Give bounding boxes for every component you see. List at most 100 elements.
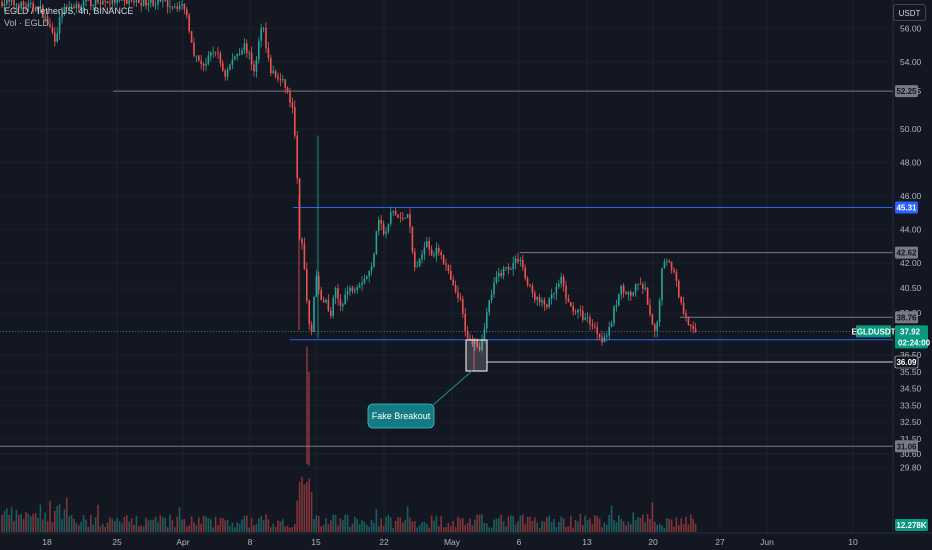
candle-body: [128, 0, 130, 4]
price-label-bg: [894, 355, 919, 369]
time-axis[interactable]: 18 25 Apr 8 15 22 May 6 13 20 27 Jun 10: [42, 537, 858, 547]
volume-bar: [531, 520, 534, 532]
volume-bar: [85, 519, 87, 532]
candle-body: [303, 243, 306, 269]
candle-body: [426, 241, 428, 248]
volume-bar: [356, 519, 358, 532]
candle-body: [106, 1, 109, 4]
candle-body: [447, 265, 450, 272]
volume-bar: [442, 527, 445, 532]
volume-bar: [351, 523, 354, 532]
candle-body: [183, 3, 186, 10]
candle-body: [334, 288, 337, 298]
candle-body: [70, 6, 73, 8]
candle-body: [49, 24, 51, 28]
volume-bar: [651, 502, 654, 532]
volume-bar: [630, 524, 632, 532]
candle-body: [152, 0, 154, 6]
volume-bar: [423, 521, 426, 532]
candle-body: [598, 334, 601, 338]
candle-body: [224, 70, 226, 77]
volume-bar: [32, 514, 34, 532]
volume-bar: [3, 510, 6, 532]
volume-title[interactable]: Vol · EGLD: [4, 18, 50, 28]
volume-bar: [637, 517, 639, 532]
candle-body: [22, 1, 25, 6]
price-label-bg: [895, 85, 918, 98]
candle-body: [10, 0, 13, 2]
price-label-text: 52.25: [896, 87, 917, 96]
time-tick-label: 20: [648, 537, 658, 547]
candle-body: [344, 294, 346, 305]
volume-bar: [308, 478, 310, 532]
volume-bar: [234, 527, 236, 532]
volume-bar: [694, 523, 697, 532]
volume-bar: [546, 517, 548, 532]
candle-body: [306, 268, 308, 301]
candle-body: [286, 87, 289, 92]
candle-body: [327, 299, 330, 311]
candle-body: [493, 282, 495, 295]
candle-body: [464, 313, 466, 332]
volume-bar: [440, 516, 442, 532]
candle-body: [337, 288, 339, 300]
time-tick-label: Apr: [176, 537, 189, 547]
candle-body: [87, 0, 90, 1]
candle-body: [284, 79, 286, 88]
candle-body: [512, 263, 514, 270]
candle-body: [692, 325, 694, 329]
volume-bar: [594, 515, 596, 532]
volume-bar: [450, 526, 452, 532]
volume-bar: [301, 476, 303, 532]
candle-body: [466, 331, 469, 339]
candle-body: [94, 0, 97, 6]
volume-bar: [550, 522, 553, 532]
volume-bar: [236, 522, 238, 532]
volume-bar: [286, 526, 289, 532]
candle-body: [402, 217, 404, 219]
countdown-text: 02:24:00: [898, 338, 931, 347]
volume-bar: [687, 524, 690, 532]
candle-body: [596, 327, 598, 335]
volume-bar: [243, 515, 246, 532]
volume-bar: [692, 519, 694, 532]
candle-body: [37, 6, 39, 12]
volume-bar: [502, 521, 505, 532]
candle-body: [694, 328, 697, 332]
volume-bar: [476, 514, 478, 532]
time-tick-label: 8: [248, 537, 253, 547]
candle-body: [159, 0, 162, 2]
volume-bar: [524, 523, 526, 532]
volume-bar: [8, 514, 10, 532]
candle-body: [450, 271, 452, 280]
volume-bar: [368, 526, 370, 532]
candle-body: [615, 304, 618, 307]
candle-body: [625, 292, 627, 295]
volume-bar: [387, 514, 390, 532]
annotation-connector: [432, 370, 473, 406]
volume-bar: [332, 514, 334, 532]
volume-bar: [596, 515, 598, 532]
volume-bar: [202, 515, 205, 532]
volume-bar: [34, 512, 37, 532]
volume-bar: [409, 517, 411, 532]
volume-bar: [574, 519, 577, 532]
candle-body: [171, 6, 174, 8]
volume-bar: [673, 526, 675, 532]
volume-bar: [447, 522, 450, 532]
volume-bar: [298, 481, 301, 532]
candle-body: [632, 292, 634, 296]
candle-body: [526, 278, 529, 285]
volume-bar: [634, 520, 637, 532]
volume-bar: [358, 524, 361, 532]
candle-body: [25, 5, 27, 8]
candle-body: [385, 231, 387, 235]
candle-body: [157, 0, 159, 5]
currency-button[interactable]: USDT: [893, 4, 926, 21]
annotation-text: Fake Breakout: [372, 411, 431, 421]
volume-bar: [159, 515, 162, 532]
symbol-title[interactable]: EGLD / TetherUS, 4h, BINANCE: [4, 6, 134, 16]
candle-body: [351, 287, 354, 292]
candle-body: [27, 3, 30, 8]
